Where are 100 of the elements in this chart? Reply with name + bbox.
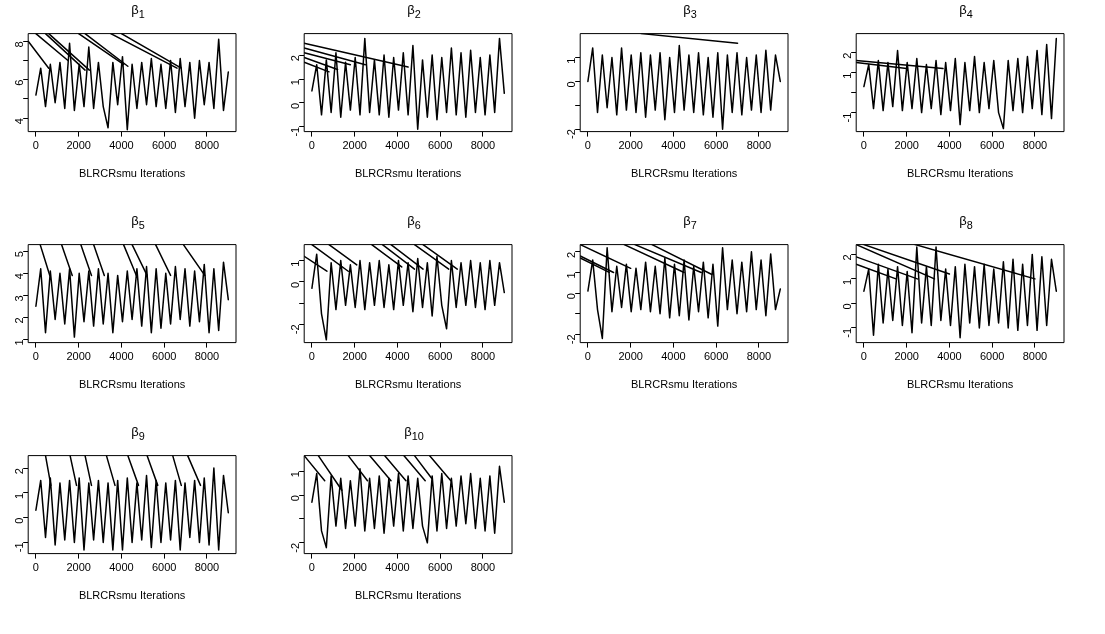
x-axis-title: BLRCRsmu Iterations (906, 378, 1014, 391)
chart-title: β$_{10}$ (403, 424, 425, 442)
chart-title: β$_{9}$ (130, 424, 146, 442)
x-tick-label: 2000 (618, 350, 643, 363)
y-tick-label: 0 (565, 81, 578, 88)
y-tick-label: 0 (841, 303, 854, 310)
x-axis-title: BLRCRsmu Iterations (630, 378, 738, 391)
x-axis-title: BLRCRsmu Iterations (78, 378, 186, 391)
chart-title: β$_{3}$ (682, 2, 698, 20)
x-tick-label: 8000 (470, 139, 496, 152)
y-tick-label: -2 (289, 542, 302, 553)
chart-title: β$_{2}$ (406, 2, 422, 20)
x-axis-title: BLRCRsmu Iterations (906, 167, 1014, 180)
x-axis-title: BLRCRsmu Iterations (78, 167, 186, 180)
x-tick-label: 8000 (746, 139, 772, 152)
x-tick-label: 6000 (979, 350, 1005, 363)
x-tick-label: 0 (32, 561, 39, 574)
y-tick-label: -1 (841, 112, 854, 123)
x-tick-label: 2000 (618, 139, 643, 152)
y-tick-label: 1 (841, 278, 854, 286)
chart-title: β$_{7}$ (682, 213, 698, 231)
x-tick-label: 4000 (385, 350, 410, 363)
y-tick-label: -2 (289, 324, 302, 335)
x-tick-label: 0 (308, 139, 315, 152)
y-tick-label: 0 (565, 293, 578, 300)
x-tick-label: 0 (584, 139, 591, 152)
x-tick-label: 0 (860, 350, 867, 363)
x-tick-label: 0 (308, 350, 315, 363)
x-tick-label: 2000 (894, 350, 919, 363)
x-axis-title: BLRCRsmu Iterations (78, 589, 186, 602)
x-tick-label: 6000 (703, 350, 729, 363)
y-tick-label: 2 (13, 468, 26, 475)
x-tick-label: 6000 (151, 139, 177, 152)
y-tick-label: 1 (841, 72, 854, 79)
y-tick-label: 5 (13, 251, 26, 258)
y-tick-label: 1 (289, 260, 302, 267)
x-axis-title: BLRCRsmu Iterations (354, 589, 462, 602)
y-tick-label: -2 (565, 129, 578, 139)
y-tick-label: 0 (289, 495, 302, 502)
y-tick-label: 2 (565, 251, 578, 258)
x-tick-label: 2000 (342, 350, 367, 363)
x-tick-label: 6000 (151, 561, 177, 574)
chart-title: β$_{4}$ (958, 2, 974, 20)
y-tick-label: 3 (13, 295, 26, 302)
x-tick-label: 2000 (342, 561, 367, 574)
x-axis-title: BLRCRsmu Iterations (354, 378, 462, 391)
y-tick-label: -1 (841, 327, 854, 338)
y-tick-label: 0 (289, 281, 302, 289)
x-tick-label: 4000 (385, 139, 410, 152)
y-tick-label: 1 (13, 492, 26, 499)
x-tick-label: 4000 (109, 350, 134, 363)
x-tick-label: 4000 (385, 561, 410, 574)
y-tick-label: 1 (13, 339, 26, 346)
y-tick-label: 2 (13, 317, 26, 324)
x-tick-label: 2000 (894, 139, 919, 152)
x-tick-label: 6000 (427, 561, 453, 574)
y-tick-label: 0 (13, 517, 26, 524)
x-tick-label: 8000 (194, 561, 220, 574)
x-tick-label: 6000 (979, 139, 1005, 152)
x-tick-label: 0 (32, 139, 39, 152)
x-tick-label: 6000 (427, 139, 453, 152)
x-tick-label: 8000 (194, 350, 220, 363)
x-tick-label: 2000 (66, 350, 91, 363)
x-tick-label: 2000 (342, 139, 367, 152)
y-tick-label: 2 (841, 254, 854, 261)
y-tick-label: 1 (565, 272, 578, 279)
x-tick-label: 0 (32, 350, 39, 363)
x-tick-label: 4000 (661, 139, 686, 152)
y-tick-label: -1 (289, 126, 302, 137)
x-tick-label: 8000 (1022, 139, 1048, 152)
y-tick-label: 1 (289, 79, 302, 86)
x-tick-label: 4000 (109, 139, 134, 152)
x-tick-label: 8000 (470, 561, 496, 574)
x-tick-label: 4000 (661, 350, 686, 363)
y-tick-label: 0 (289, 102, 302, 110)
chart-title: β$_{5}$ (130, 213, 146, 231)
y-tick-label: 8 (13, 41, 26, 48)
x-tick-label: 6000 (703, 139, 729, 152)
chart-title: β$_{1}$ (130, 2, 146, 20)
x-tick-label: 2000 (66, 561, 91, 574)
y-tick-label: 2 (841, 52, 854, 59)
y-tick-label: 4 (13, 118, 26, 125)
x-axis-title: BLRCRsmu Iterations (354, 167, 462, 180)
y-tick-label: -1 (13, 542, 26, 553)
x-tick-label: 2000 (66, 139, 91, 152)
x-tick-label: 8000 (194, 139, 220, 152)
y-tick-label: -2 (565, 334, 578, 345)
x-tick-label: 0 (584, 350, 591, 363)
chart-title: β$_{6}$ (406, 213, 422, 231)
x-tick-label: 4000 (937, 350, 962, 363)
x-tick-label: 4000 (937, 139, 962, 152)
x-tick-label: 8000 (470, 350, 496, 363)
x-tick-label: 4000 (109, 561, 134, 574)
x-tick-label: 8000 (1022, 350, 1048, 363)
x-tick-label: 8000 (746, 350, 772, 363)
y-tick-label: 4 (13, 273, 26, 280)
chart-title: β$_{8}$ (958, 213, 974, 231)
x-axis-title: BLRCRsmu Iterations (630, 167, 738, 180)
x-tick-label: 6000 (427, 350, 453, 363)
y-tick-label: 2 (289, 55, 302, 62)
